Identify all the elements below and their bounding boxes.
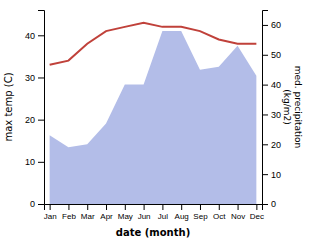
tick-mark — [38, 77, 44, 78]
tick: 30 — [262, 110, 281, 120]
tick: 40 — [25, 31, 44, 41]
tick-mark — [144, 204, 145, 210]
tick: Sep — [193, 204, 208, 221]
chart: Jan Feb Mar Apr May Jun Jul Aug Sep Oct Nov Dec 0 10 2… — [0, 0, 318, 242]
tick-mark — [68, 204, 69, 210]
tick-mark — [38, 204, 44, 205]
area — [50, 31, 257, 204]
tick-label: 0 — [30, 199, 35, 209]
tick-mark — [181, 204, 182, 210]
plot: Jan Feb Mar Apr May Jun Jul Aug Sep Oct Nov Dec 0 10 2… — [25, 11, 281, 221]
tick: 20 — [25, 115, 44, 125]
tick-mark — [262, 144, 268, 145]
tick-label: Jul — [158, 212, 168, 221]
tick-mark — [106, 204, 107, 210]
tick-label: 40 — [25, 31, 35, 41]
tick-label: 0 — [271, 199, 276, 209]
tick: 30 — [25, 73, 44, 83]
tick-mark — [200, 204, 201, 210]
tick-label: Jun — [138, 212, 151, 221]
tick-mark — [262, 174, 268, 175]
tick: Jul — [158, 204, 168, 221]
tick-mark — [219, 204, 220, 210]
tick: Aug — [175, 204, 189, 221]
axis-line — [45, 205, 263, 211]
tick: 50 — [262, 50, 281, 60]
tick-mark — [50, 204, 51, 210]
tick-label: 50 — [271, 50, 281, 60]
tick-mark — [262, 85, 268, 86]
tick: Dec — [250, 204, 264, 221]
y2-label: med. precipitation(kg/m2) — [282, 66, 303, 148]
marks — [50, 23, 257, 204]
tick: 40 — [262, 80, 281, 90]
tick-mark — [38, 35, 44, 36]
tick: Feb — [62, 204, 76, 221]
y-axis: 0 10 20 30 40 — [25, 11, 45, 210]
tick-label: Mar — [81, 212, 95, 221]
tick-label: 10 — [271, 170, 281, 180]
tick-mark — [262, 114, 268, 115]
tick-label: Nov — [231, 212, 245, 221]
tick-mark — [256, 204, 257, 210]
tick: 10 — [25, 157, 44, 167]
tick: May — [118, 204, 133, 221]
tick-mark — [87, 204, 88, 210]
tick-label: 10 — [25, 157, 35, 167]
tick-mark — [125, 204, 126, 210]
axis-line — [263, 11, 269, 205]
x-axis: Jan Feb Mar Apr May Jun Jul Aug Sep Oct Nov Dec — [44, 204, 264, 221]
tick: Nov — [231, 204, 245, 221]
tick-label: 20 — [271, 140, 281, 150]
tick-label: 40 — [271, 80, 281, 90]
tick-label: Aug — [175, 212, 189, 221]
tick: Oct — [213, 204, 226, 221]
tick: 0 — [30, 199, 44, 209]
tick-label: 30 — [271, 110, 281, 120]
tick-label: Dec — [250, 212, 264, 221]
tick-mark — [262, 204, 268, 205]
line — [50, 23, 257, 65]
tick: 20 — [262, 140, 281, 150]
y2-label-line: (kg/m2) — [282, 89, 292, 124]
tick-label: Feb — [62, 212, 76, 221]
tick-label: Apr — [100, 212, 113, 221]
tick-label: Oct — [213, 212, 226, 221]
tick: 10 — [262, 170, 281, 180]
tick-label: Sep — [193, 212, 208, 221]
tick-label: May — [118, 212, 133, 221]
tick: Jan — [44, 204, 57, 221]
tick: 60 — [262, 20, 281, 30]
x-label: date (month) — [116, 227, 190, 238]
tick: Mar — [81, 204, 95, 221]
tick-label: 60 — [271, 20, 281, 30]
tick-mark — [262, 25, 268, 26]
tick-label: 20 — [25, 115, 35, 125]
tick-mark — [38, 120, 44, 121]
axis-line — [38, 11, 45, 205]
y-label: max temp (C) — [3, 72, 14, 141]
y2-label-line: med. precipitation — [293, 66, 303, 148]
tick: 0 — [262, 199, 276, 209]
tick-mark — [262, 55, 268, 56]
tick-label: Jan — [44, 212, 57, 221]
tick-label: 30 — [25, 73, 35, 83]
tick-mark — [38, 162, 44, 163]
tick-mark — [238, 204, 239, 210]
tick: Jun — [138, 204, 151, 221]
tick: Apr — [100, 204, 113, 221]
y2-axis: 0 10 20 30 40 50 60 — [262, 11, 281, 210]
tick-mark — [162, 204, 163, 210]
